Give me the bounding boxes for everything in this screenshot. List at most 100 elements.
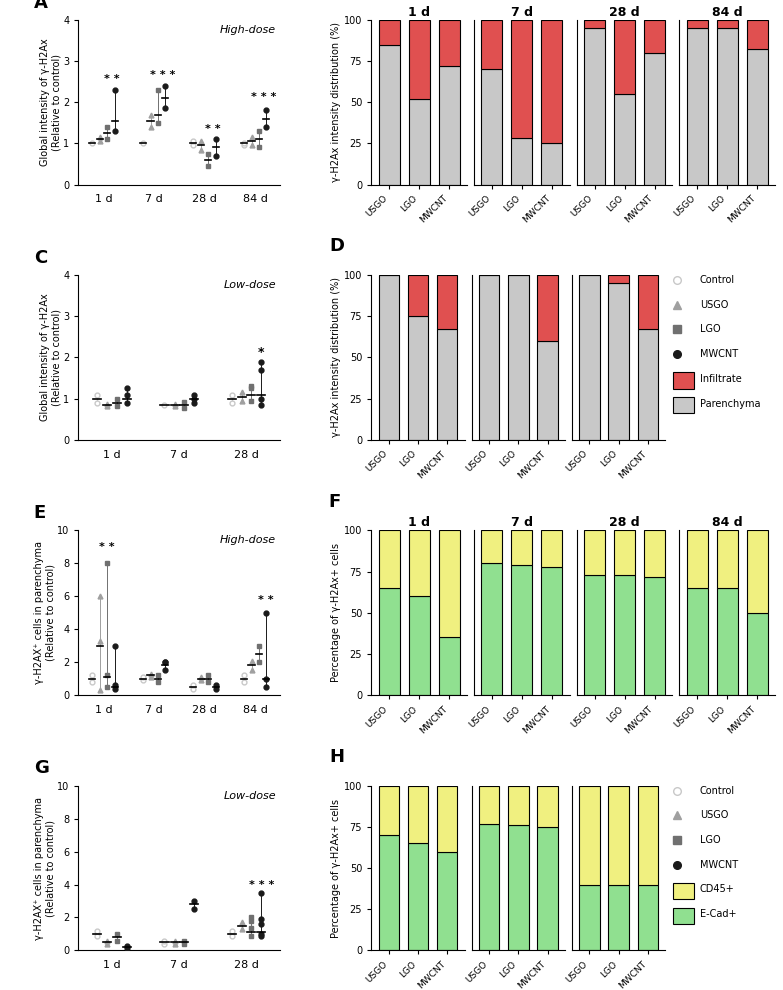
Title: 28 d: 28 d bbox=[609, 6, 640, 19]
Bar bbox=[537, 341, 557, 440]
Y-axis label: γ-H2Ax intensity distribution (%): γ-H2Ax intensity distribution (%) bbox=[331, 277, 341, 438]
Bar bbox=[437, 330, 457, 440]
Bar bbox=[479, 275, 500, 440]
Text: A: A bbox=[34, 0, 48, 12]
Bar bbox=[508, 826, 529, 950]
Bar bbox=[408, 786, 428, 843]
Text: CD45+: CD45+ bbox=[700, 884, 734, 894]
Bar bbox=[511, 565, 532, 695]
Y-axis label: γ-H2Ax intensity distribution (%): γ-H2Ax intensity distribution (%) bbox=[331, 22, 341, 182]
Title: 84 d: 84 d bbox=[712, 516, 742, 530]
Bar bbox=[537, 827, 557, 950]
Bar bbox=[409, 596, 430, 695]
Bar bbox=[716, 588, 738, 695]
Bar bbox=[608, 283, 629, 440]
Bar bbox=[614, 531, 635, 575]
Bar bbox=[584, 28, 605, 184]
Bar bbox=[541, 531, 562, 566]
Bar bbox=[482, 69, 503, 184]
Bar bbox=[644, 576, 665, 695]
Y-axis label: γ-H2AX⁺ cells in parenchyma
(Relative to control): γ-H2AX⁺ cells in parenchyma (Relative to… bbox=[34, 797, 56, 940]
Bar bbox=[379, 588, 399, 695]
Bar bbox=[541, 20, 562, 144]
Text: High-dose: High-dose bbox=[220, 536, 276, 545]
Text: Parenchyma: Parenchyma bbox=[700, 399, 760, 409]
Text: F: F bbox=[328, 493, 341, 511]
Bar bbox=[579, 786, 600, 884]
Bar bbox=[511, 139, 532, 184]
Bar bbox=[747, 50, 767, 184]
Bar bbox=[408, 275, 428, 316]
Bar bbox=[614, 575, 635, 695]
Bar bbox=[508, 786, 529, 826]
Bar bbox=[482, 20, 503, 69]
Bar bbox=[537, 786, 557, 827]
Bar bbox=[747, 20, 767, 50]
Bar bbox=[584, 20, 605, 28]
Bar bbox=[687, 28, 708, 184]
Title: 84 d: 84 d bbox=[712, 6, 742, 19]
Bar bbox=[408, 316, 428, 440]
Title: 28 d: 28 d bbox=[609, 516, 640, 530]
Y-axis label: γ-H2AX⁺ cells in parenchyma
(Relative to control): γ-H2AX⁺ cells in parenchyma (Relative to… bbox=[34, 542, 56, 684]
Bar bbox=[614, 20, 635, 94]
Bar bbox=[482, 531, 503, 563]
Text: USGO: USGO bbox=[700, 300, 728, 310]
Y-axis label: Global intensity of γ-H2Ax
(Relative to control): Global intensity of γ-H2Ax (Relative to … bbox=[40, 39, 62, 166]
Bar bbox=[687, 588, 708, 695]
Text: Low-dose: Low-dose bbox=[224, 791, 276, 801]
Bar bbox=[716, 531, 738, 588]
Bar bbox=[608, 884, 629, 950]
Bar bbox=[438, 531, 460, 638]
Text: MWCNT: MWCNT bbox=[700, 349, 738, 359]
Text: * *: * * bbox=[104, 73, 120, 83]
Bar bbox=[378, 836, 399, 950]
Bar bbox=[608, 275, 629, 283]
Bar bbox=[608, 786, 629, 884]
Title: 7 d: 7 d bbox=[511, 6, 533, 19]
Bar bbox=[511, 531, 532, 565]
Bar bbox=[644, 531, 665, 576]
Bar bbox=[438, 20, 460, 66]
Bar bbox=[541, 566, 562, 695]
Text: G: G bbox=[34, 759, 49, 777]
Text: USGO: USGO bbox=[700, 811, 728, 821]
Bar bbox=[482, 563, 503, 695]
Bar bbox=[511, 20, 532, 139]
Title: 7 d: 7 d bbox=[511, 516, 533, 530]
Bar bbox=[541, 144, 562, 184]
Text: LGO: LGO bbox=[700, 325, 720, 335]
Bar bbox=[437, 786, 457, 851]
Text: *: * bbox=[258, 346, 265, 358]
Bar bbox=[716, 20, 738, 28]
Bar bbox=[584, 575, 605, 695]
Bar bbox=[408, 843, 428, 950]
Bar bbox=[687, 531, 708, 588]
Text: D: D bbox=[329, 238, 344, 255]
Text: * *: * * bbox=[99, 542, 115, 551]
Text: Control: Control bbox=[700, 786, 735, 796]
Title: 1 d: 1 d bbox=[408, 6, 430, 19]
Bar bbox=[537, 275, 557, 341]
Text: H: H bbox=[329, 747, 344, 766]
Bar bbox=[379, 531, 399, 588]
Bar bbox=[409, 20, 430, 99]
Text: * *: * * bbox=[258, 595, 274, 605]
Y-axis label: Percentage of γ-H2Ax+ cells: Percentage of γ-H2Ax+ cells bbox=[331, 799, 341, 938]
Bar bbox=[747, 613, 767, 695]
Bar bbox=[614, 94, 635, 184]
Bar bbox=[437, 851, 457, 950]
Bar bbox=[644, 52, 665, 184]
Bar bbox=[438, 638, 460, 695]
Bar bbox=[379, 45, 399, 184]
Text: * * *: * * * bbox=[249, 880, 274, 890]
Bar bbox=[747, 531, 767, 613]
Bar bbox=[584, 531, 605, 575]
Bar bbox=[637, 786, 659, 884]
Bar bbox=[438, 66, 460, 184]
Bar bbox=[437, 275, 457, 330]
Bar bbox=[637, 275, 659, 330]
Text: MWCNT: MWCNT bbox=[700, 859, 738, 870]
Text: LGO: LGO bbox=[700, 835, 720, 845]
Bar bbox=[637, 884, 659, 950]
